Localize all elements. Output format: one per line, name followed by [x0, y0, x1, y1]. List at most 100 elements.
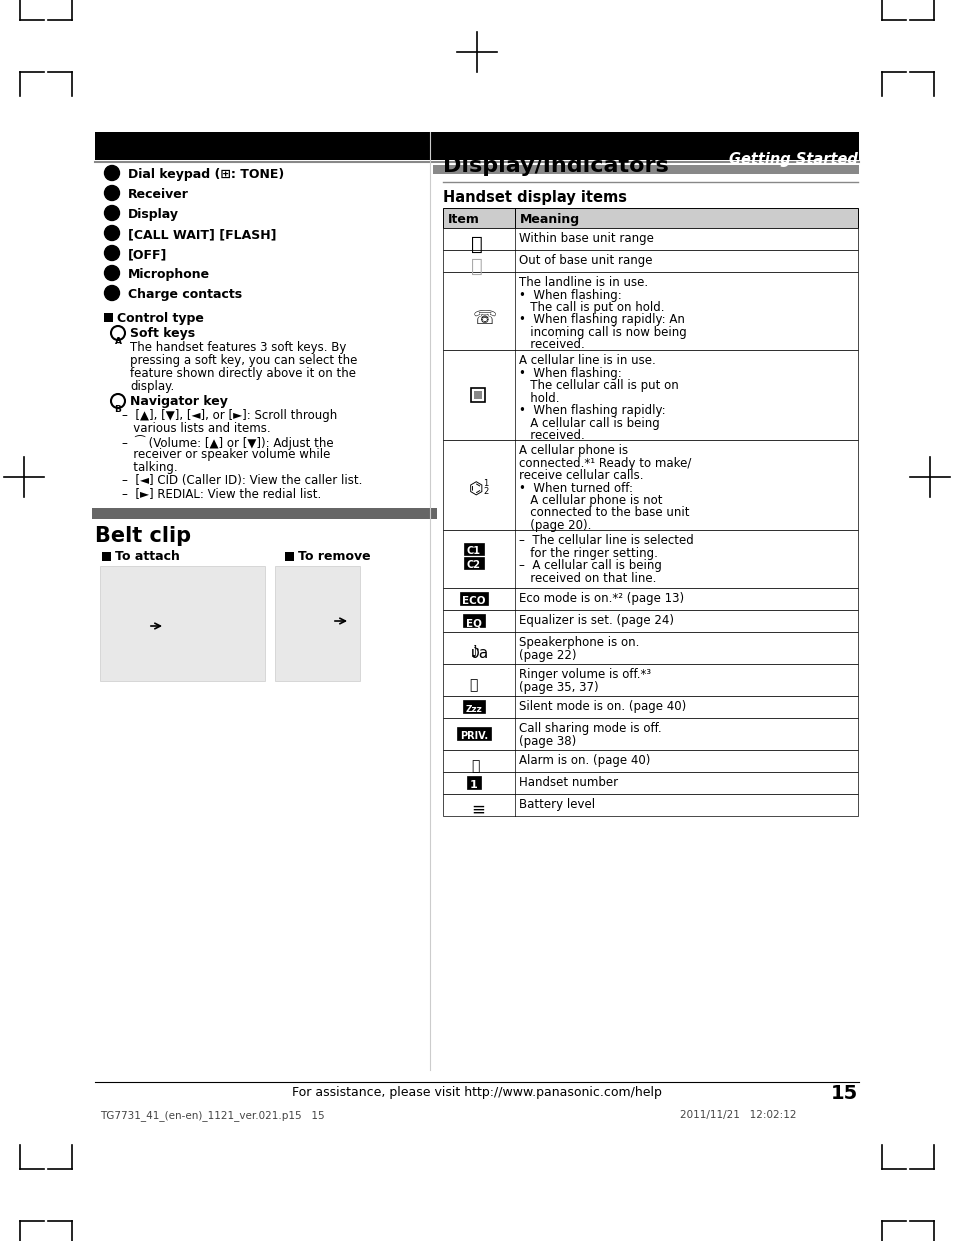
Text: –  [►] REDIAL: View the redial list.: – [►] REDIAL: View the redial list. — [122, 486, 321, 500]
Text: A cellular line is in use.: A cellular line is in use. — [518, 354, 655, 367]
Text: ⑆: ⑆ — [471, 257, 482, 276]
Text: Handset number: Handset number — [518, 776, 618, 789]
Bar — [104, 313, 112, 321]
Text: Receiver: Receiver — [128, 187, 189, 201]
Circle shape — [105, 165, 119, 180]
Text: Dial keypad (⊞: TONE): Dial keypad (⊞: TONE) — [128, 168, 284, 181]
Text: receive cellular calls.: receive cellular calls. — [518, 469, 643, 482]
Bar — [467, 776, 480, 789]
Text: ⑆: ⑆ — [471, 235, 482, 253]
Text: •  When flashing:: • When flashing: — [518, 366, 621, 380]
Bar — [325, 597, 347, 661]
Bar — [463, 557, 483, 570]
Circle shape — [105, 285, 119, 300]
Bar — [442, 664, 857, 696]
Bar — [102, 552, 111, 561]
Bar — [274, 566, 359, 681]
Text: hold.: hold. — [518, 391, 558, 405]
Text: 13: 13 — [106, 297, 118, 307]
Text: Alarm is on. (page 40): Alarm is on. (page 40) — [518, 755, 650, 767]
Text: •  When flashing rapidly:: • When flashing rapidly: — [518, 405, 665, 417]
Text: 🔕: 🔕 — [469, 678, 476, 692]
Bar — [471, 388, 484, 402]
Text: feature shown directly above it on the: feature shown directly above it on the — [130, 367, 355, 380]
Bar — [442, 208, 857, 228]
Text: Control type: Control type — [117, 311, 204, 325]
Text: The handset features 3 soft keys. By: The handset features 3 soft keys. By — [130, 341, 346, 354]
Text: The landline is in use.: The landline is in use. — [518, 276, 647, 289]
Text: –  A cellular call is being: – A cellular call is being — [518, 558, 661, 572]
Circle shape — [105, 185, 119, 201]
Bar — [433, 165, 858, 174]
Text: A: A — [114, 338, 121, 346]
Text: B: B — [114, 406, 121, 414]
Bar — [442, 441, 857, 530]
Text: Display/Indicators: Display/Indicators — [442, 156, 668, 176]
Bar — [442, 632, 857, 664]
Text: Belt clip: Belt clip — [95, 526, 191, 546]
Text: ⏰: ⏰ — [471, 759, 478, 773]
Text: Display: Display — [128, 208, 179, 221]
Bar — [442, 750, 857, 772]
Text: A cellular call is being: A cellular call is being — [518, 417, 659, 429]
Text: 11: 11 — [106, 257, 118, 266]
Text: EQ: EQ — [466, 618, 481, 628]
Text: To attach: To attach — [115, 550, 180, 563]
Text: Equalizer is set. (page 24): Equalizer is set. (page 24) — [518, 614, 673, 627]
Text: 9: 9 — [109, 217, 115, 226]
Bar — [442, 228, 857, 249]
Text: A cellular phone is not: A cellular phone is not — [518, 494, 661, 508]
Text: (page 20).: (page 20). — [518, 519, 591, 532]
Text: ☏: ☏ — [473, 309, 497, 328]
Bar — [462, 700, 484, 714]
Bar — [442, 696, 857, 719]
Text: Getting Started: Getting Started — [728, 151, 857, 168]
Text: C2: C2 — [467, 560, 480, 570]
Bar — [474, 391, 481, 400]
Text: Battery level: Battery level — [518, 798, 595, 812]
Text: Navigator key: Navigator key — [130, 395, 228, 408]
Text: (page 22): (page 22) — [518, 649, 576, 661]
Bar — [125, 588, 165, 666]
Bar — [456, 727, 491, 740]
Text: TG7731_41_(en-en)_1121_ver.021.p15   15: TG7731_41_(en-en)_1121_ver.021.p15 15 — [100, 1109, 324, 1121]
Text: C1: C1 — [467, 546, 480, 556]
Text: received.: received. — [518, 429, 584, 442]
Text: talking.: talking. — [122, 460, 177, 474]
Text: 2: 2 — [482, 486, 488, 495]
Text: Item: Item — [448, 213, 479, 226]
Text: •  When turned off:: • When turned off: — [518, 482, 633, 494]
Text: pressing a soft key, you can select the: pressing a soft key, you can select the — [130, 354, 357, 367]
Text: Microphone: Microphone — [128, 268, 210, 280]
Text: receiver or speaker volume while: receiver or speaker volume while — [122, 448, 330, 460]
Text: Eco mode is on.*² (page 13): Eco mode is on.*² (page 13) — [518, 592, 683, 606]
Bar — [459, 592, 488, 606]
Text: 10: 10 — [106, 237, 118, 246]
Text: Silent mode is on. (page 40): Silent mode is on. (page 40) — [518, 700, 685, 714]
Text: •  When flashing:: • When flashing: — [518, 288, 621, 302]
Bar — [442, 719, 857, 750]
Bar — [132, 608, 157, 647]
Text: Zzz: Zzz — [465, 705, 482, 714]
Text: for the ringer setting.: for the ringer setting. — [518, 546, 658, 560]
Circle shape — [105, 206, 119, 221]
Bar — [442, 611, 857, 632]
Text: connected.*¹ Ready to make/: connected.*¹ Ready to make/ — [518, 457, 691, 469]
Text: 8: 8 — [109, 197, 115, 206]
Text: ECO: ECO — [462, 596, 485, 606]
Text: –  [◄] CID (Caller ID): View the caller list.: – [◄] CID (Caller ID): View the caller l… — [122, 474, 362, 486]
Bar — [100, 566, 265, 681]
Bar — [285, 552, 294, 561]
Text: 15: 15 — [830, 1083, 857, 1103]
Text: received on that line.: received on that line. — [518, 572, 656, 585]
Bar — [442, 249, 857, 272]
Text: –  ⁀ (Volume: [▲] or [▼]): Adjust the: – ⁀ (Volume: [▲] or [▼]): Adjust the — [122, 436, 334, 450]
Bar — [442, 794, 857, 817]
Text: Ringer volume is off.*³: Ringer volume is off.*³ — [518, 668, 651, 681]
Text: Soft keys: Soft keys — [130, 326, 195, 340]
Text: ὐa: ὐa — [471, 645, 489, 660]
Bar — [442, 772, 857, 794]
Text: 1: 1 — [470, 781, 477, 791]
Bar — [442, 588, 857, 611]
Text: For assistance, please visit http://www.panasonic.com/help: For assistance, please visit http://www.… — [292, 1086, 661, 1100]
